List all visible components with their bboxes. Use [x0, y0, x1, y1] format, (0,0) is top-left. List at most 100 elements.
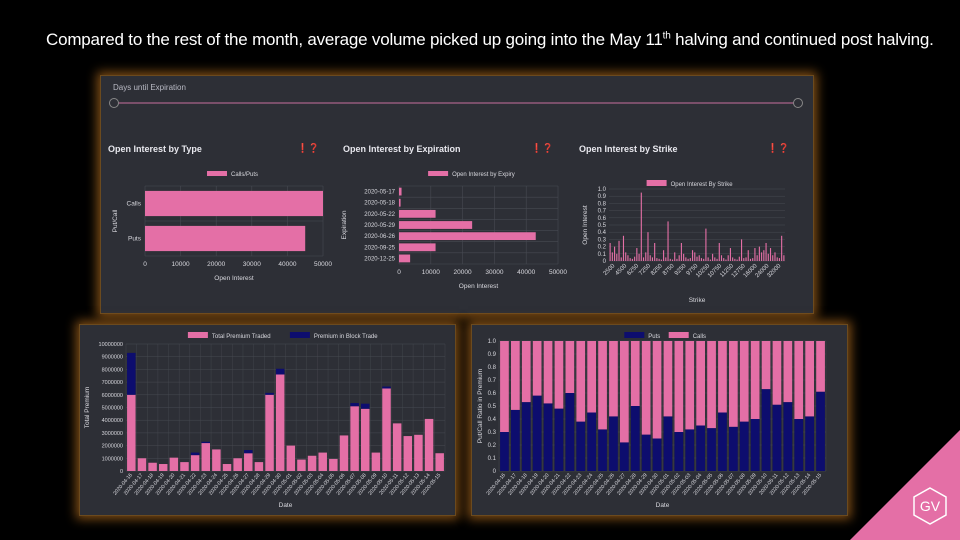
bar-segment — [339, 435, 349, 471]
x-tick-label: 0 — [397, 269, 401, 276]
info-help-icons[interactable]: ❗❓ — [297, 143, 320, 153]
bar — [683, 253, 685, 261]
bar — [614, 246, 616, 261]
y-tick-label: 3000000 — [102, 431, 123, 437]
x-axis-title: Strike — [689, 297, 706, 304]
y-tick-label: 8000000 — [102, 367, 123, 373]
slide-title: Compared to the rest of the month, avera… — [46, 30, 934, 50]
expiration-slider-track[interactable] — [113, 102, 797, 104]
x-tick-label: 20000 — [454, 269, 472, 276]
bar-segment — [360, 408, 370, 471]
gv-logo: GV — [850, 430, 960, 540]
bar-segment — [794, 341, 804, 419]
category-label: 2020-05-18 — [364, 201, 395, 207]
bar-segment — [696, 425, 706, 471]
bar — [663, 250, 665, 261]
x-tick-label: 9250 — [674, 263, 688, 277]
bar-segment — [674, 341, 684, 432]
open-interest-by-type-chart: Calls/Puts 0 10000 20000 30000 40000 50000 Call… — [112, 171, 332, 282]
bar-segment — [424, 418, 434, 471]
bar-segment — [244, 453, 253, 471]
bar — [399, 198, 401, 207]
bar — [703, 258, 705, 261]
bar-segment — [783, 402, 793, 471]
y-tick-label: 0.8 — [488, 365, 497, 371]
slider-handle-min[interactable] — [109, 98, 119, 108]
bar — [694, 252, 696, 261]
y-axis-title: Put/Call Ratio in Premium — [477, 369, 484, 443]
bar — [645, 252, 647, 261]
bar-segment — [350, 406, 359, 471]
bar-segment — [652, 341, 662, 439]
bar-segment — [403, 436, 413, 471]
y-axis-title: Open Interest — [582, 205, 589, 245]
y-tick-label: 0.5 — [598, 223, 607, 229]
y-tick-label: 2000000 — [102, 444, 123, 450]
bar — [725, 259, 727, 261]
bar — [616, 253, 618, 261]
bar — [691, 250, 694, 261]
bar — [671, 259, 674, 261]
slider-handle-max[interactable] — [793, 98, 803, 108]
bar-segment — [794, 419, 804, 471]
open-interest-by-expiration-chart: Open Interest by Expiry 0 10000 20000 30000 4… — [341, 171, 567, 290]
legend-swatch — [624, 332, 645, 338]
bar-segment — [707, 428, 716, 471]
bar-segment — [609, 341, 618, 417]
bar — [399, 232, 536, 241]
bar-segment — [816, 391, 825, 471]
bar — [741, 239, 743, 261]
bar-segment — [674, 432, 684, 471]
bar — [625, 252, 627, 261]
bar-segment — [158, 464, 168, 471]
bar-segment — [739, 421, 749, 471]
legend-label: Premium in Block Trade — [314, 334, 378, 340]
bar-segment — [641, 341, 651, 435]
legend-label: Open Interest By Strike — [671, 182, 734, 188]
bar — [145, 190, 323, 217]
bar — [651, 257, 653, 261]
bar-segment — [805, 341, 815, 417]
y-tick-label: 1.0 — [488, 339, 497, 345]
bar — [745, 257, 747, 261]
x-axis-title: Open Interest — [214, 275, 254, 282]
bar-segment — [169, 457, 179, 471]
info-help-icons[interactable]: ❗❓ — [531, 143, 554, 153]
bar-segment — [382, 388, 391, 471]
y-tick-label: 0.4 — [598, 230, 607, 236]
info-help-icons[interactable]: ❗❓ — [767, 143, 790, 153]
put-call-ratio-chart: Puts Calls 0 0.1 0.2 0.3 0.4 0.5 0.6 0.7 0.8 0.9 1.0… — [477, 332, 827, 509]
bar-segment — [816, 341, 825, 392]
bar — [665, 257, 667, 261]
y-tick-label: 6000000 — [102, 393, 123, 399]
bar — [647, 232, 649, 261]
bar-segment — [435, 453, 444, 471]
bar-segment — [329, 458, 338, 471]
premium-traded-panel: Total Premium Traded Premium in Block Tra… — [79, 324, 456, 516]
total-premium-chart: Total Premium Traded Premium in Block Tra… — [84, 332, 446, 509]
bar-segment — [233, 458, 242, 471]
x-axis-title: Date — [656, 502, 670, 509]
legend-label: Calls/Puts — [231, 172, 258, 178]
y-tick-label: 7000000 — [102, 380, 123, 386]
corner-triangle — [850, 430, 960, 540]
bar-segment — [275, 374, 285, 471]
bar — [709, 259, 711, 261]
bar-segment — [382, 386, 391, 389]
y-tick-label: 10000000 — [99, 342, 123, 348]
category-label: 2020-05-17 — [364, 190, 395, 196]
x-tick-label: 40000 — [278, 261, 296, 268]
x-axis-title: Open Interest — [459, 283, 499, 290]
bar — [622, 235, 625, 261]
bar — [772, 255, 774, 261]
legend-swatch — [428, 171, 449, 176]
bar-segment — [609, 416, 618, 471]
bar — [754, 248, 756, 261]
bar — [620, 257, 622, 261]
bar — [707, 257, 709, 261]
bar-segment — [190, 452, 200, 456]
bar-segment — [201, 441, 211, 444]
bar-segment — [761, 341, 771, 390]
bar-segment — [254, 462, 264, 471]
x-tick-label: 10000 — [172, 261, 190, 268]
